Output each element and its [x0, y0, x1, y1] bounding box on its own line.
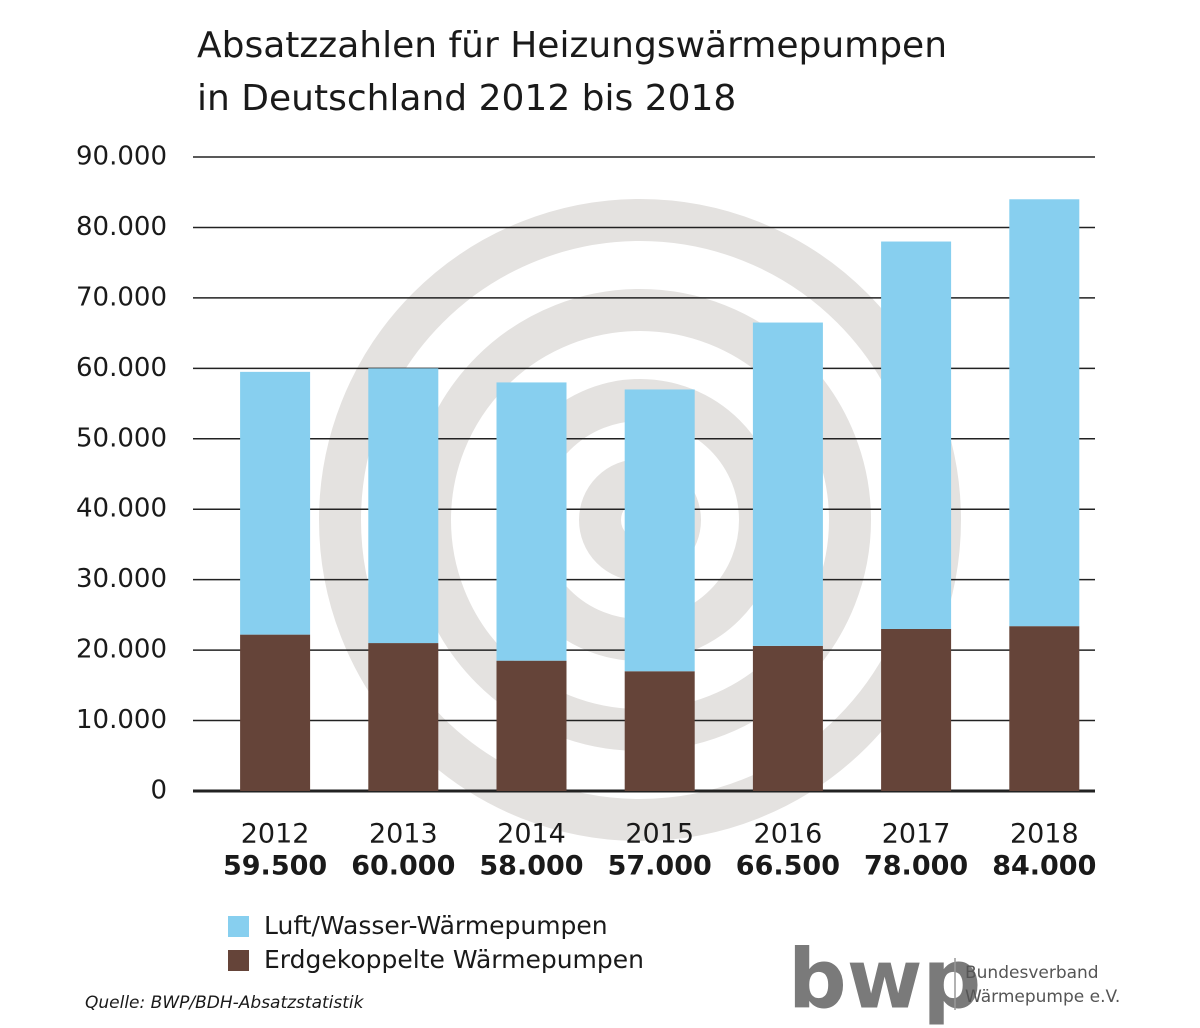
total-label: 84.000 — [992, 851, 1096, 882]
logo-text: Bundesverband — [965, 963, 1099, 983]
bar-segment — [368, 368, 439, 644]
x-tick-label: 2013 — [369, 819, 438, 850]
chart-title: in Deutschland 2012 bis 2018 — [197, 78, 736, 119]
legend-label: Luft/Wasser-Wärmepumpen — [264, 911, 608, 940]
bar-segment — [368, 643, 439, 791]
bar-segment — [752, 645, 823, 791]
logo-mark: bwp — [788, 932, 981, 1027]
y-tick-label: 10.000 — [76, 705, 167, 735]
y-tick-label: 20.000 — [76, 635, 167, 665]
total-label: 78.000 — [864, 851, 968, 882]
legend-swatch — [228, 916, 249, 937]
legend-label: Erdgekoppelte Wärmepumpen — [264, 945, 644, 974]
y-tick-label: 50.000 — [76, 423, 167, 453]
x-tick-label: 2015 — [625, 819, 694, 850]
bar-segment — [881, 241, 952, 629]
y-tick-label: 80.000 — [76, 212, 167, 242]
bar-segment — [240, 634, 311, 791]
total-label: 66.500 — [736, 851, 840, 882]
x-tick-label: 2012 — [241, 819, 310, 850]
y-tick-label: 0 — [150, 776, 167, 806]
bar-segment — [624, 671, 695, 791]
x-tick-label: 2016 — [754, 819, 823, 850]
bar-segment — [240, 371, 311, 635]
total-label: 60.000 — [351, 851, 455, 882]
x-tick-label: 2018 — [1010, 819, 1079, 850]
bar-segment — [1009, 199, 1080, 627]
chart-title: Absatzzahlen für Heizungswärmepumpen — [197, 25, 947, 66]
y-tick-label: 30.000 — [76, 564, 167, 594]
logo-text: Wärmepumpe e.V. — [965, 987, 1120, 1007]
y-tick-label: 40.000 — [76, 494, 167, 524]
bar-segment — [1009, 626, 1080, 791]
x-tick-label: 2014 — [497, 819, 566, 850]
source: Quelle: BWP/BDH-Absatzstatistik — [85, 993, 365, 1013]
bar-segment — [624, 389, 695, 672]
total-label: 59.500 — [223, 851, 327, 882]
bar-segment — [496, 382, 567, 661]
total-label: 57.000 — [608, 851, 712, 882]
y-tick-label: 60.000 — [76, 353, 167, 383]
y-tick-label: 90.000 — [76, 142, 167, 172]
bar-segment — [881, 628, 952, 791]
bar-segment — [496, 660, 567, 791]
x-tick-label: 2017 — [882, 819, 951, 850]
legend-swatch — [228, 950, 249, 971]
total-label: 58.000 — [479, 851, 583, 882]
y-tick-label: 70.000 — [76, 282, 167, 312]
bar-segment — [752, 322, 823, 646]
